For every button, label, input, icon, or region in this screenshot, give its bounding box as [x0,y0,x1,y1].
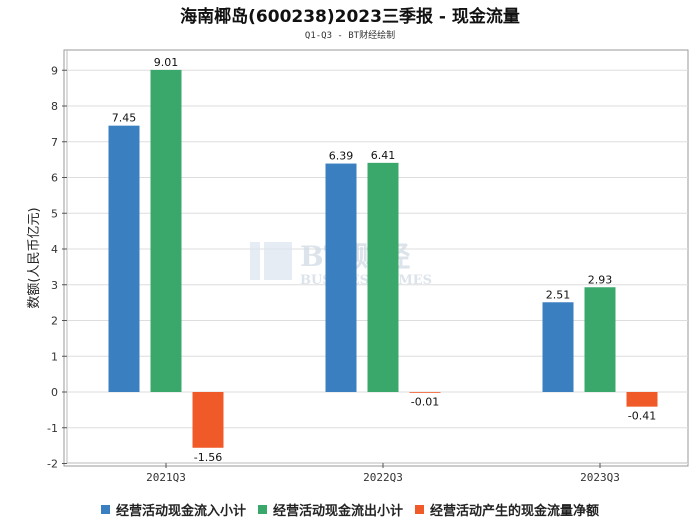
bar-outflow [367,162,399,392]
data-label: 7.45 [112,112,137,125]
legend-swatch [100,505,110,514]
watermark-logo-icon [264,242,292,280]
bar-inflow [325,163,357,392]
legend-label: 经营活动现金流入小计 [115,504,246,519]
legend-item-outflow: 经营活动现金流出小计 [257,500,403,519]
bar-inflow [542,302,574,392]
y-tick-label: 1 [51,350,58,363]
bar-net [409,392,441,393]
bar-inflow [108,125,140,392]
y-axis-label: 数额(人民币亿元) [27,207,42,308]
data-label: 9.01 [154,56,179,69]
data-label: -0.01 [411,395,439,408]
bar-net [626,392,658,407]
legend-item-net: 经营活动产生的现金流量净额 [415,500,599,519]
data-label: -0.41 [628,410,656,423]
y-tick-label: 0 [51,386,58,399]
data-label: 6.39 [329,150,354,163]
y-tick-label: -1 [47,422,58,435]
x-tick-label: 2021Q3 [146,471,186,484]
y-tick-label: 7 [51,136,58,149]
legend-item-inflow: 经营活动现金流入小计 [100,500,246,519]
x-tick-label: 2022Q3 [363,471,403,484]
y-tick-label: 4 [51,243,58,256]
bar-net [192,392,224,448]
watermark-text-en: BUSINESS TIMES [300,273,432,288]
data-label: 2.93 [588,273,613,286]
chart-subtitle: Q1-Q3 - BT财经绘制 [304,31,396,41]
y-tick-label: -2 [47,458,58,471]
legend-label: 经营活动现金流出小计 [272,504,403,519]
data-label: 6.41 [371,149,396,162]
x-tick-label: 2023Q3 [580,471,620,484]
legend-label: 经营活动产生的现金流量净额 [430,504,600,519]
y-tick-label: 6 [51,172,58,185]
legend-swatch [257,505,267,514]
watermark-logo-icon [250,242,260,280]
y-tick-label: 8 [51,100,58,113]
y-tick-label: 2 [51,315,58,328]
y-tick-label: 9 [51,64,58,77]
bar-outflow [584,287,616,392]
legend-swatch [415,505,424,514]
data-label: -1.56 [194,451,222,464]
chart-title: 海南椰岛(600238)2023三季报 - 现金流量 [180,7,520,27]
y-tick-label: 5 [51,207,58,220]
data-label: 2.51 [546,288,571,301]
y-tick-label: 3 [51,279,58,292]
legend: 经营活动现金流入小计 经营活动现金流出小计 经营活动产生的现金流量净额 [0,500,700,519]
bar-outflow [150,69,182,392]
